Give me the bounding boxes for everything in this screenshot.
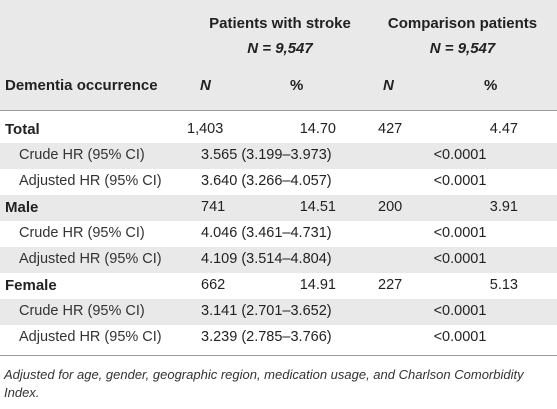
table-header: Patients with stroke N = 9,547 Compariso…	[0, 0, 557, 110]
table-row: Crude HR (95% CI) 4.046 (3.461–4.731) <0…	[0, 221, 557, 247]
p-value: <0.0001	[433, 173, 487, 189]
n-comparison: 227	[378, 277, 403, 293]
pct-stroke: 14.91	[299, 277, 336, 293]
row-label: Adjusted HR (95% CI)	[19, 329, 162, 345]
col-pct-stroke: %	[290, 77, 304, 94]
table-footnote: Adjusted for age, gender, geographic reg…	[4, 367, 524, 400]
n-stroke: 662	[201, 277, 226, 293]
hazard-ratio: 3.141 (2.701–3.652)	[201, 303, 332, 319]
pct-stroke: 14.70	[299, 121, 336, 137]
pct-comparison: 4.47	[489, 121, 518, 137]
n-comparison: 200	[378, 199, 403, 215]
n-stroke: 741	[201, 199, 226, 215]
table-row: Crude HR (95% CI) 3.565 (3.199–3.973) <0…	[0, 143, 557, 169]
group-n-comparison: N = 9,547	[429, 40, 496, 57]
hazard-ratio: 3.565 (3.199–3.973)	[201, 147, 332, 163]
row-label: Adjusted HR (95% CI)	[19, 251, 162, 267]
p-value: <0.0001	[433, 303, 487, 319]
table-row: Adjusted HR (95% CI) 4.109 (3.514–4.804)…	[0, 247, 557, 273]
p-value: <0.0001	[433, 329, 487, 345]
row-label: Male	[5, 199, 39, 216]
table-row: Crude HR (95% CI) 3.141 (2.701–3.652) <0…	[0, 299, 557, 325]
pct-stroke: 14.51	[299, 199, 336, 215]
header-divider	[0, 110, 557, 111]
row-label: Total	[5, 121, 40, 138]
row-label: Crude HR (95% CI)	[19, 225, 145, 241]
table-row: Adjusted HR (95% CI) 3.640 (3.266–4.057)…	[0, 169, 557, 195]
hazard-ratio: 3.640 (3.266–4.057)	[201, 173, 332, 189]
hazard-ratio: 4.109 (3.514–4.804)	[201, 251, 332, 267]
group-title-comparison: Comparison patients	[387, 15, 538, 32]
n-stroke: 1,403	[187, 121, 224, 137]
pct-comparison: 5.13	[489, 277, 518, 293]
row-label: Female	[5, 277, 57, 294]
group-n-stroke: N = 9,547	[247, 40, 313, 57]
hazard-ratio: 3.239 (2.785–3.766)	[201, 329, 332, 345]
table-row: Adjusted HR (95% CI) 3.239 (2.785–3.766)…	[0, 325, 557, 351]
row-label: Adjusted HR (95% CI)	[19, 173, 162, 189]
n-comparison: 427	[378, 121, 403, 137]
p-value: <0.0001	[433, 251, 487, 267]
pct-comparison: 3.91	[489, 199, 518, 215]
hazard-ratio: 4.046 (3.461–4.731)	[201, 225, 332, 241]
table-row: Total 1,403 14.70 427 4.47	[0, 117, 557, 143]
p-value: <0.0001	[433, 147, 487, 163]
table-row: Female 662 14.91 227 5.13	[0, 273, 557, 299]
col-n-stroke: N	[200, 77, 211, 94]
group-title-stroke: Patients with stroke	[209, 15, 351, 32]
row-label: Crude HR (95% CI)	[19, 147, 145, 163]
p-value: <0.0001	[433, 225, 487, 241]
col-n-comparison: N	[383, 77, 394, 94]
row-label-header: Dementia occurrence	[5, 77, 158, 94]
table-bottom-rule	[0, 355, 557, 356]
row-label: Crude HR (95% CI)	[19, 303, 145, 319]
col-pct-comparison: %	[484, 77, 498, 94]
table-row: Male 741 14.51 200 3.91	[0, 195, 557, 221]
